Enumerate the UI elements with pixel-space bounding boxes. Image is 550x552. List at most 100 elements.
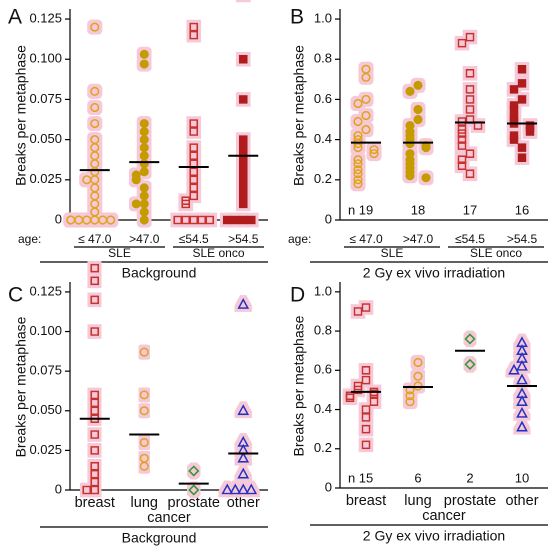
point — [188, 484, 200, 496]
n-count: 10 — [515, 470, 529, 485]
point — [353, 175, 363, 185]
point-group — [139, 347, 149, 471]
point-group — [353, 64, 379, 189]
point — [237, 297, 250, 309]
point — [205, 215, 215, 225]
point — [188, 465, 200, 477]
point — [353, 98, 363, 109]
category-group-label: cancer — [422, 508, 466, 524]
point — [405, 86, 415, 96]
point — [90, 135, 100, 145]
point — [517, 64, 527, 74]
point — [413, 104, 423, 115]
point — [90, 151, 100, 161]
point-group — [509, 64, 535, 163]
point — [457, 38, 467, 48]
point — [361, 413, 371, 422]
category-group-label: cancer — [147, 510, 191, 526]
point — [139, 159, 149, 169]
point — [90, 118, 100, 129]
point — [189, 215, 199, 225]
x-axis-label: 2 Gy ex vivo irradiation — [363, 265, 505, 281]
n-count: 2 — [466, 470, 473, 485]
point — [516, 406, 528, 418]
x-tick-label: lung — [404, 493, 431, 509]
y-tick-label: 0.8 — [314, 323, 332, 338]
point — [189, 183, 199, 193]
point — [82, 485, 92, 495]
n-count: 19 — [359, 202, 373, 217]
point — [509, 135, 519, 144]
point — [90, 461, 100, 471]
point — [353, 139, 363, 149]
point — [139, 49, 149, 60]
point — [465, 105, 475, 114]
point — [90, 167, 100, 177]
point — [90, 183, 100, 193]
point — [90, 398, 100, 408]
point — [245, 483, 258, 495]
point — [413, 371, 423, 381]
point — [361, 124, 371, 135]
point — [353, 155, 363, 165]
x-tick-label: prostate — [444, 493, 496, 509]
point — [457, 161, 467, 171]
point — [353, 143, 363, 153]
point — [353, 169, 363, 179]
point — [237, 404, 250, 416]
point — [131, 199, 141, 209]
point — [237, 451, 250, 463]
point — [131, 175, 141, 185]
point — [465, 149, 475, 158]
point — [353, 159, 363, 169]
point — [516, 373, 528, 385]
point — [517, 153, 527, 163]
point — [139, 143, 149, 153]
y-tick-label: 0.4 — [314, 401, 332, 416]
point — [465, 85, 475, 94]
n-count: 17 — [463, 202, 477, 217]
x-tick-label: >47.0 — [403, 232, 434, 246]
point — [421, 173, 431, 183]
x-axis-label: Background — [122, 265, 197, 281]
point — [90, 102, 100, 113]
point-group — [345, 303, 379, 450]
point — [465, 95, 475, 104]
x-tick-label: other — [227, 495, 260, 511]
point — [413, 114, 423, 125]
point — [246, 215, 256, 225]
panel-label: C — [8, 284, 23, 307]
panel-label: A — [8, 6, 22, 29]
y-tick-label: 0.025 — [29, 442, 62, 457]
y-axis-label: Breaks per metaphase — [13, 316, 29, 457]
y-tick-label: 0.4 — [314, 131, 332, 146]
point — [369, 149, 379, 159]
point — [181, 215, 191, 225]
point — [516, 420, 528, 432]
y-tick-label: 0.2 — [314, 440, 332, 455]
y-tick-label: 0.8 — [314, 51, 332, 66]
point — [405, 171, 415, 181]
point — [90, 263, 100, 273]
point — [509, 85, 519, 94]
point — [139, 59, 149, 69]
point — [353, 165, 363, 175]
point — [90, 485, 100, 495]
x-tick-label: breast — [75, 495, 115, 511]
point — [139, 437, 149, 448]
point — [139, 199, 149, 209]
x-tick-label: >47.0 — [129, 232, 160, 246]
point — [238, 143, 248, 152]
y-tick-label: 0.125 — [29, 10, 62, 25]
point — [465, 32, 475, 42]
point — [361, 110, 371, 121]
point — [189, 191, 199, 201]
y-axis-label: Breaks per metaphase — [291, 45, 307, 186]
point — [90, 469, 100, 479]
point — [189, 143, 199, 152]
point — [361, 94, 371, 105]
x-tick-label: ≤54.5 — [179, 232, 209, 246]
point — [361, 64, 371, 74]
point-group — [222, 54, 256, 225]
